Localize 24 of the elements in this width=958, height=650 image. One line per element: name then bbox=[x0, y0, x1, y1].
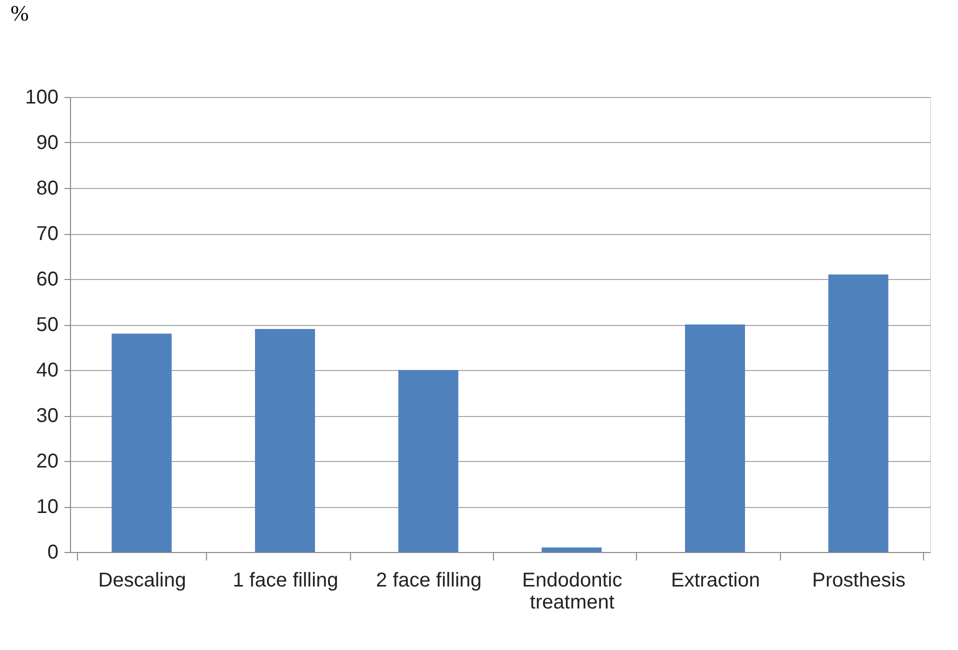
bar bbox=[685, 324, 745, 552]
bar bbox=[398, 370, 458, 552]
y-tick-label: 20 bbox=[36, 450, 58, 472]
y-tick-label: 40 bbox=[36, 360, 58, 382]
x-tick-label: Endodontic treatment bbox=[522, 570, 622, 614]
y-tick-label: 60 bbox=[36, 268, 58, 290]
y-tick-label: 30 bbox=[36, 405, 58, 427]
bar bbox=[112, 334, 172, 552]
y-axis-title: % bbox=[10, 0, 29, 26]
x-tick-label: Descaling bbox=[98, 570, 186, 592]
y-tick-label: 90 bbox=[36, 132, 58, 154]
bar bbox=[542, 547, 602, 552]
bar bbox=[255, 329, 315, 552]
x-tick-label: Prosthesis bbox=[812, 570, 906, 592]
y-tick-label: 70 bbox=[36, 223, 58, 245]
y-tick-label: 50 bbox=[36, 314, 58, 336]
y-tick-label: 100 bbox=[25, 86, 58, 108]
x-tick-label: 2 face filling bbox=[376, 570, 482, 592]
y-tick-label: 0 bbox=[47, 542, 58, 564]
y-tick-label: 80 bbox=[36, 178, 58, 200]
x-tick-label: Extraction bbox=[671, 570, 760, 592]
bar bbox=[828, 274, 888, 552]
y-tick-label: 10 bbox=[36, 496, 58, 518]
x-tick-label: 1 face filling bbox=[232, 570, 338, 592]
